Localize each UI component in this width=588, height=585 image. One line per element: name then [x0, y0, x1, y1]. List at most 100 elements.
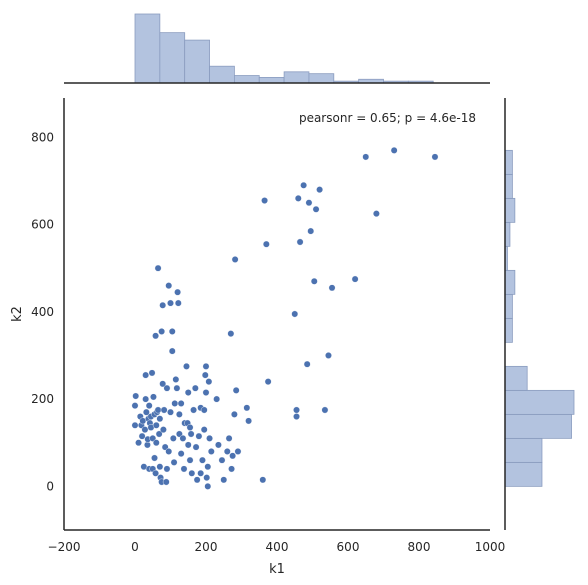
scatter-point [372, 210, 380, 218]
scatter-point [141, 426, 149, 434]
scatter-point [223, 448, 231, 455]
scatter-point [177, 450, 185, 458]
scatter-point [163, 384, 171, 392]
scatter-point [186, 456, 194, 464]
x-tick-label: 0 [131, 540, 139, 554]
scatter-point [202, 389, 210, 396]
y-hist-bar [504, 365, 528, 391]
x-hist-bar [184, 39, 210, 84]
scatter-point [195, 432, 203, 440]
y-hist-bar [504, 293, 513, 319]
scatter-point [197, 469, 205, 477]
scatter-point [186, 424, 194, 431]
y-axis-label: k2 [10, 306, 25, 322]
scatter-point [162, 478, 170, 486]
x-hist-bar [159, 32, 186, 84]
scatter-point [163, 465, 171, 473]
scatter-point [192, 443, 200, 451]
scatter-point [205, 378, 213, 386]
scatter-point [169, 434, 177, 442]
scatter-point [190, 406, 197, 414]
scatter-point [131, 402, 139, 410]
x-hist-bar [283, 71, 310, 84]
scatter-point [184, 441, 192, 449]
pearson-annotation: pearsonr = 0.65; p = 4.6e-18 [299, 111, 476, 125]
scatter-point [200, 406, 208, 414]
y-hist-bar [504, 317, 513, 343]
y-hist-bar [504, 461, 543, 487]
y-hist-bar [504, 173, 513, 199]
scatter-point [220, 476, 228, 484]
x-hist-bar [233, 75, 260, 84]
scatter-point [135, 439, 142, 447]
scatter-point [321, 406, 329, 414]
y-tick-label: 600 [31, 218, 54, 232]
y-hist-bar [504, 389, 575, 415]
scatter-point [144, 441, 151, 449]
scatter-point [184, 389, 192, 396]
x-hist-bar [209, 65, 235, 84]
scatter-point [180, 465, 188, 473]
scatter-point [300, 181, 308, 189]
scatter-point [158, 328, 166, 335]
scatter-point [131, 421, 139, 429]
scatter-point [227, 330, 235, 338]
x-hist-bar [134, 13, 161, 84]
scatter-point [245, 417, 253, 425]
scatter-point [174, 288, 182, 296]
y-tick-labels: 0 200 400 600 800 [31, 130, 54, 493]
y-hist-bar [504, 437, 543, 463]
scatter-point [232, 386, 240, 394]
scatter-point [213, 395, 221, 403]
scatter-point [203, 474, 211, 482]
y-hist-bar [504, 269, 516, 295]
scatter-point [193, 476, 201, 484]
scatter-point [293, 413, 300, 420]
scatter-point [172, 376, 180, 383]
scatter-point [234, 448, 242, 455]
scatter-point [201, 371, 209, 379]
scatter-point [159, 301, 167, 309]
scatter-point [139, 417, 147, 425]
scatter-point [177, 400, 185, 407]
x-axis-label: k1 [269, 562, 285, 577]
scatter-point [167, 408, 174, 416]
scatter-point [142, 408, 150, 416]
scatter-point [170, 458, 178, 466]
scatter-point [173, 384, 181, 392]
x-tick-label: 600 [337, 540, 360, 554]
scatter-point [168, 347, 176, 355]
x-tick-labels: −200 0 200 400 600 800 1000 [48, 540, 506, 554]
scatter-point [229, 452, 237, 460]
scatter-point [191, 384, 199, 392]
scatter-point [175, 410, 183, 418]
scatter-point [150, 393, 157, 401]
scatter-point [156, 415, 164, 423]
scatter-point [187, 430, 195, 438]
scatter-point [310, 277, 318, 285]
scatter-points [131, 146, 439, 490]
scatter-point [154, 406, 162, 414]
scatter-point [159, 426, 167, 434]
scatter-point [179, 434, 187, 442]
scatter-point [230, 410, 238, 418]
scatter-point [202, 362, 210, 370]
scatter-point [138, 432, 146, 440]
scatter-point [351, 275, 359, 283]
scatter-point [152, 439, 160, 447]
scatter-point [262, 240, 270, 248]
scatter-point [204, 463, 212, 471]
scatter-point [142, 395, 150, 403]
scatter-point [293, 406, 300, 414]
scatter-point [200, 426, 208, 434]
y-hist-bar [504, 197, 516, 223]
x-tick-label: 800 [408, 540, 431, 554]
scatter-point [231, 256, 239, 263]
scatter-point [261, 197, 268, 204]
x-tick-label: 400 [266, 540, 289, 554]
scatter-point [183, 362, 190, 370]
scatter-point [151, 454, 158, 462]
scatter-point [312, 205, 320, 213]
x-tick-label: 1000 [475, 540, 506, 554]
